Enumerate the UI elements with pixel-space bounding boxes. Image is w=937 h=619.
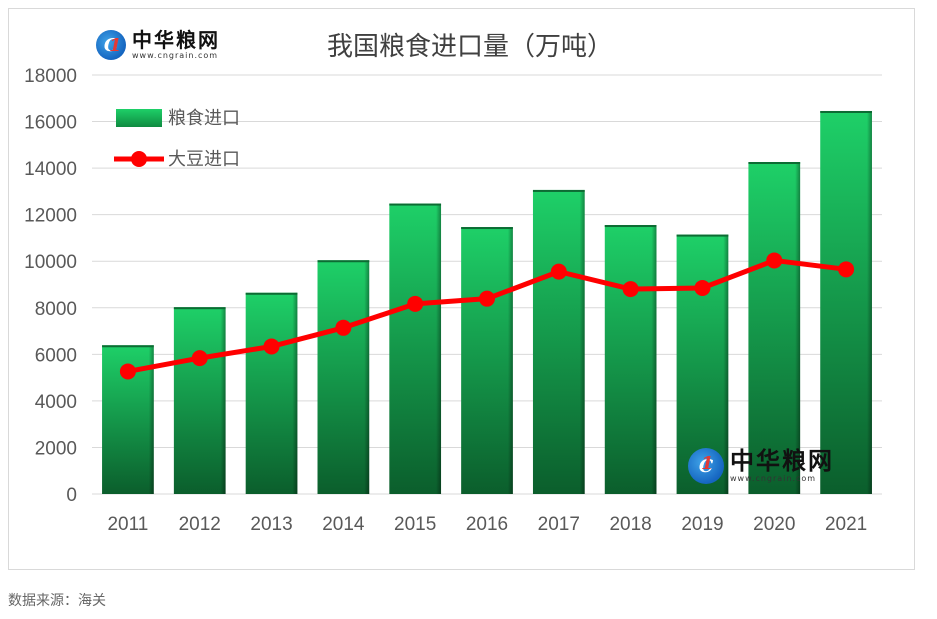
bar-top-edge (820, 110, 872, 113)
x-axis: 2011 2012 2013 2014 2015 2016 2017 2018 2019 2020… (107, 514, 867, 535)
bar-top-edge (102, 345, 154, 348)
line-series (119, 252, 855, 380)
bar-shade (364, 260, 370, 494)
source-note: 数据来源：海关 (8, 593, 106, 609)
soy-point (838, 261, 855, 278)
bar (461, 227, 513, 494)
soy-point (479, 290, 495, 307)
x-tick-label: 2016 (466, 514, 508, 535)
bar-top-edge (389, 203, 442, 206)
y-tick-label: 18000 (24, 66, 77, 87)
bar (604, 225, 657, 495)
x-tick-label: 2013 (250, 514, 292, 535)
bar-shade (866, 110, 872, 495)
x-tick-label: 2021 (825, 514, 867, 535)
y-tick-label: 10000 (24, 252, 77, 273)
x-tick-label: 2018 (609, 514, 651, 535)
bar (245, 292, 298, 494)
soy-point (191, 350, 208, 367)
bar-top-edge (532, 189, 585, 192)
y-tick-label: 14000 (24, 159, 77, 180)
soy-point (335, 319, 352, 336)
x-tick-label: 2012 (179, 514, 221, 535)
y-axis: 0 2000 4000 6000 8000 10000 12000 14000 16000 180… (24, 66, 77, 506)
bar (820, 110, 872, 495)
x-tick-label: 2015 (394, 514, 436, 535)
bar-shade (651, 225, 657, 495)
x-tick-label: 2019 (681, 514, 723, 535)
bar-shade (507, 227, 513, 494)
bar-top-edge (604, 225, 657, 228)
soy-point (263, 338, 280, 355)
legend-swatch-grain (116, 109, 162, 127)
logo-url: www.cngrain.com (132, 51, 219, 60)
bar-shade (436, 203, 442, 494)
bar (389, 203, 442, 494)
y-tick-label: 0 (66, 485, 77, 506)
bar-series (102, 110, 872, 495)
bar-shade (795, 162, 801, 494)
logo-name: 中华粮网 (132, 28, 220, 52)
chart: 我国粮食进口量（万吨） 0 2000 4000 6000 8000 10000 12000 1… (24, 32, 882, 535)
bar-top-edge (317, 260, 370, 263)
y-tick-label: 16000 (24, 113, 77, 134)
x-tick-label: 2020 (753, 514, 795, 535)
y-tick-label: 8000 (35, 299, 77, 320)
watermark-name: 中华粮网 (730, 447, 834, 475)
bar-shade (148, 345, 154, 494)
soy-point (622, 281, 639, 298)
soy-point (766, 252, 783, 269)
bar-shade (579, 189, 585, 494)
y-tick-label: 12000 (24, 206, 77, 227)
bar (317, 260, 370, 494)
y-tick-label: 6000 (35, 345, 77, 366)
x-tick-label: 2014 (322, 514, 365, 535)
soy-point (407, 295, 424, 312)
bar-shade (723, 234, 729, 494)
bar-shade (220, 307, 226, 494)
legend: 粮食进口 大豆进口 (114, 108, 240, 170)
legend-label-grain: 粮食进口 (168, 108, 240, 129)
bar-shade (292, 292, 298, 494)
bar-top-edge (461, 227, 513, 230)
soy-point (694, 279, 711, 296)
soy-point (119, 363, 136, 380)
bar-top-edge (676, 234, 729, 237)
chart-title: 我国粮食进口量（万吨） (327, 32, 613, 62)
bar (748, 162, 801, 494)
y-tick-label: 4000 (35, 392, 77, 413)
watermark-url: www.cngrain.com (730, 474, 817, 483)
soy-point (550, 263, 567, 280)
bar-top-edge (245, 292, 298, 295)
bar-top-edge (173, 307, 226, 310)
x-tick-label: 2011 (107, 514, 148, 535)
bar (173, 307, 226, 494)
bar-top-edge (748, 162, 801, 165)
bar (532, 189, 585, 494)
x-tick-label: 2017 (538, 514, 580, 535)
legend-swatch-soy-marker (131, 151, 147, 167)
y-tick-label: 2000 (35, 438, 77, 459)
legend-label-soy: 大豆进口 (168, 149, 240, 170)
